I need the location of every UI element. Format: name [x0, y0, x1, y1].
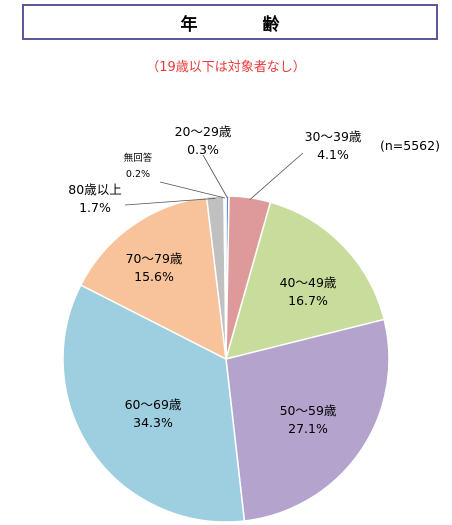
slice-value-6: 15.6% [134, 269, 174, 284]
slice-label-4: 50～59歳 [280, 403, 337, 418]
pie-slice-6 [79, 196, 227, 361]
slice-value-7: 1.7% [79, 200, 111, 215]
leader-lines [124, 152, 304, 206]
slice-value-5: 34.3% [133, 415, 173, 430]
slice-value-4: 27.1% [288, 421, 328, 436]
chart-title: 年 齢 [180, 14, 304, 35]
slice-label-8: 無回答 [124, 152, 153, 164]
slice-value-8: 0.2% [126, 169, 150, 180]
slice-label-2: 30～39歳 [305, 129, 362, 144]
slice-label-3: 40～49歳 [280, 275, 337, 290]
pie-slices [62, 195, 390, 523]
slice-label-6: 70～79歳 [126, 251, 183, 266]
slice-value-3: 16.7% [288, 293, 328, 308]
pie-slice-4 [225, 318, 390, 522]
leader-line-2 [249, 152, 304, 201]
slice-value-2: 4.1% [317, 147, 349, 162]
slice-label-5: 60～69歳 [125, 397, 182, 412]
leader-line-1 [202, 154, 228, 199]
leader-line-8 [159, 181, 226, 199]
slice-label-1: 20～29歳 [175, 124, 232, 139]
pie-slice-5 [62, 283, 246, 523]
chart-subtitle: （19歳以下は対象者なし） [146, 60, 306, 75]
pie-slice-3 [224, 201, 386, 361]
slice-value-1: 0.3% [187, 142, 219, 157]
slice-label-7: 80歳以上 [68, 182, 121, 197]
sample-size-label: (n=5562) [380, 138, 440, 153]
slice-labels: 20～29歳 0.3% 30～39歳 4.1% 40～49歳 16.7% 50～59歳 27.… [68, 124, 362, 436]
title-box: 年 齢 [22, 4, 438, 40]
leader-line-7 [124, 197, 216, 206]
